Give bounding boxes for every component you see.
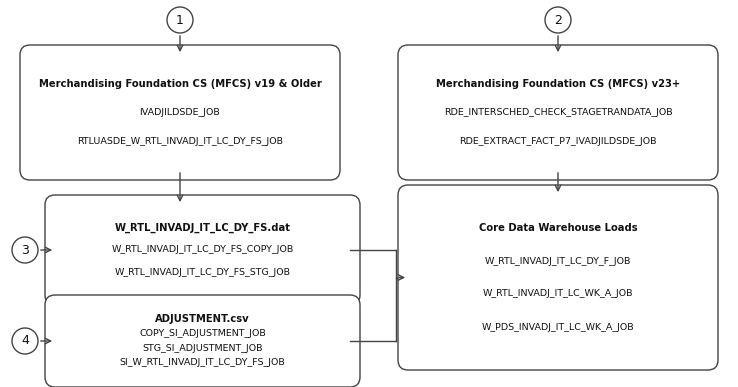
FancyBboxPatch shape [398,185,718,370]
Text: W_RTL_INVADJ_IT_LC_DY_FS.dat: W_RTL_INVADJ_IT_LC_DY_FS.dat [114,223,291,233]
Text: 2: 2 [554,14,562,26]
Text: ADJUSTMENT.csv: ADJUSTMENT.csv [155,314,249,324]
Text: W_PDS_INVADJ_IT_LC_WK_A_JOB: W_PDS_INVADJ_IT_LC_WK_A_JOB [482,322,635,332]
Text: SI_W_RTL_INVADJ_IT_LC_DY_FS_JOB: SI_W_RTL_INVADJ_IT_LC_DY_FS_JOB [120,358,286,367]
Text: 4: 4 [21,334,29,348]
Circle shape [12,237,38,263]
Text: 3: 3 [21,243,29,257]
FancyBboxPatch shape [398,45,718,180]
Text: W_RTL_INVADJ_IT_LC_DY_FS_COPY_JOB: W_RTL_INVADJ_IT_LC_DY_FS_COPY_JOB [111,245,294,255]
Text: W_RTL_INVADJ_IT_LC_WK_A_JOB: W_RTL_INVADJ_IT_LC_WK_A_JOB [483,289,633,298]
Text: W_RTL_INVADJ_IT_LC_DY_FS_STG_JOB: W_RTL_INVADJ_IT_LC_DY_FS_STG_JOB [114,268,291,277]
FancyBboxPatch shape [20,45,340,180]
Text: W_RTL_INVADJ_IT_LC_DY_F_JOB: W_RTL_INVADJ_IT_LC_DY_F_JOB [485,257,631,265]
FancyBboxPatch shape [45,295,360,387]
Text: COPY_SI_ADJUSTMENT_JOB: COPY_SI_ADJUSTMENT_JOB [139,329,266,338]
Text: Merchandising Foundation CS (MFCS) v19 & Older: Merchandising Foundation CS (MFCS) v19 &… [38,79,322,89]
Text: RDE_INTERSCHED_CHECK_STAGETRANDATA_JOB: RDE_INTERSCHED_CHECK_STAGETRANDATA_JOB [444,108,672,117]
Circle shape [545,7,571,33]
Circle shape [12,328,38,354]
Text: Core Data Warehouse Loads: Core Data Warehouse Loads [479,223,638,233]
Text: RTLUASDE_W_RTL_INVADJ_IT_LC_DY_FS_JOB: RTLUASDE_W_RTL_INVADJ_IT_LC_DY_FS_JOB [77,137,283,146]
Text: RDE_EXTRACT_FACT_P7_IVADJILDSDE_JOB: RDE_EXTRACT_FACT_P7_IVADJILDSDE_JOB [459,137,657,146]
Text: Merchandising Foundation CS (MFCS) v23+: Merchandising Foundation CS (MFCS) v23+ [436,79,680,89]
Text: 1: 1 [176,14,184,26]
Circle shape [167,7,193,33]
Text: IVADJILDSDE_JOB: IVADJILDSDE_JOB [139,108,221,117]
FancyBboxPatch shape [45,195,360,305]
Text: STG_SI_ADJUSTMENT_JOB: STG_SI_ADJUSTMENT_JOB [142,344,263,353]
